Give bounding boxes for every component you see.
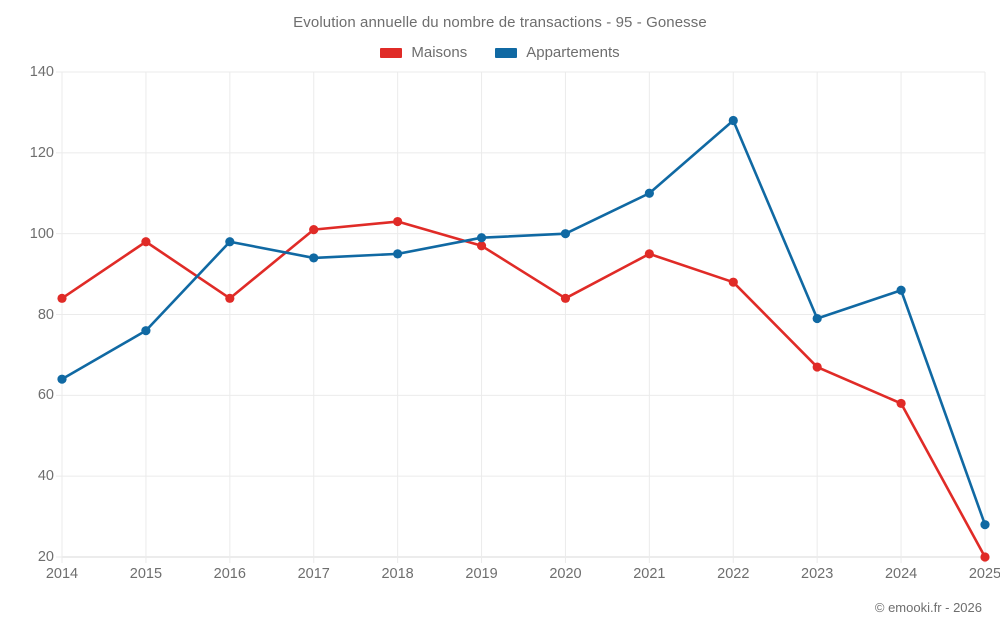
x-tick-label: 2021 bbox=[633, 566, 666, 582]
legend-swatch-appartements bbox=[495, 47, 518, 58]
x-tick-label: 2020 bbox=[549, 566, 582, 582]
x-tick-label: 2019 bbox=[465, 566, 498, 582]
legend-label-appartements: Appartements bbox=[526, 44, 620, 61]
x-tick-label: 2023 bbox=[801, 566, 834, 582]
x-tick-label: 2017 bbox=[297, 566, 330, 582]
legend-swatch-maisons bbox=[380, 47, 403, 58]
chart-legend: Maisons Appartements bbox=[0, 44, 1000, 61]
y-axis-tick-labels: 20 40 60 80 100 120 140 bbox=[6, 0, 54, 625]
legend-label-maisons: Maisons bbox=[411, 44, 468, 61]
y-tick-label: 60 bbox=[37, 387, 54, 404]
chart-title: Evolution annuelle du nombre de transact… bbox=[293, 14, 707, 31]
y-tick-label: 40 bbox=[37, 468, 54, 485]
x-tick-label: 2024 bbox=[884, 566, 918, 582]
legend-item-maisons[interactable]: Maisons bbox=[380, 44, 467, 61]
y-tick-label: 140 bbox=[29, 64, 54, 80]
y-tick-label: 20 bbox=[37, 549, 54, 565]
legend-item-appartements[interactable]: Appartements bbox=[495, 44, 620, 61]
x-tick-label: 2015 bbox=[129, 566, 163, 582]
series-maisons bbox=[57, 216, 990, 562]
y-tick-label: 120 bbox=[29, 144, 54, 161]
y-tick-label: 80 bbox=[37, 306, 54, 323]
series-appartements bbox=[57, 115, 990, 530]
x-tick-label: 2025 bbox=[968, 566, 1000, 582]
footer-credit: © emooki.fr - 2026 bbox=[874, 600, 982, 615]
x-tick-label: 2016 bbox=[213, 566, 246, 582]
x-tick-label: 2022 bbox=[717, 566, 750, 582]
x-tick-label: 2018 bbox=[381, 566, 414, 582]
x-tick-label: 2014 bbox=[45, 566, 79, 582]
gridlines bbox=[56, 71, 986, 563]
y-tick-label: 100 bbox=[29, 225, 54, 242]
